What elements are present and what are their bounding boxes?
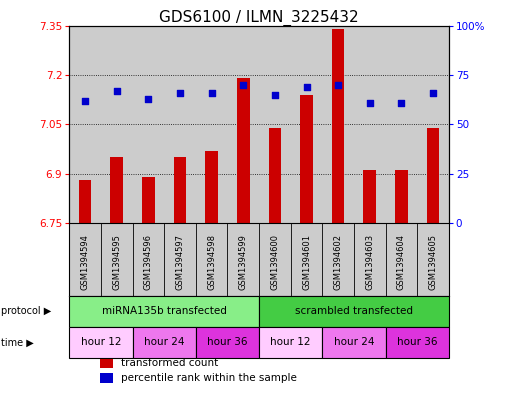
Bar — [300, 95, 313, 223]
Text: GSM1394594: GSM1394594 — [81, 234, 90, 290]
Bar — [386, 223, 417, 296]
Text: percentile rank within the sample: percentile rank within the sample — [121, 373, 297, 383]
Text: GSM1394605: GSM1394605 — [428, 234, 438, 290]
Text: hour 36: hour 36 — [207, 337, 248, 347]
Text: hour 12: hour 12 — [81, 337, 121, 347]
Bar — [196, 26, 227, 223]
Bar — [69, 296, 259, 327]
Text: hour 24: hour 24 — [334, 337, 374, 347]
Text: hour 24: hour 24 — [144, 337, 184, 347]
Bar — [227, 26, 259, 223]
Bar — [196, 223, 227, 296]
Text: GSM1394599: GSM1394599 — [239, 234, 248, 290]
Point — [366, 99, 374, 106]
Text: GSM1394604: GSM1394604 — [397, 234, 406, 290]
Bar — [196, 327, 259, 358]
Point — [113, 88, 121, 94]
Title: GDS6100 / ILMN_3225432: GDS6100 / ILMN_3225432 — [159, 9, 359, 26]
Bar — [395, 170, 408, 223]
Point — [397, 99, 405, 106]
Bar — [101, 223, 132, 296]
Point — [302, 84, 310, 90]
Bar — [259, 296, 449, 327]
Text: GSM1394596: GSM1394596 — [144, 234, 153, 290]
Text: hour 12: hour 12 — [270, 337, 311, 347]
Bar — [69, 223, 101, 296]
Point — [144, 95, 152, 102]
Text: GSM1394602: GSM1394602 — [333, 234, 343, 290]
Point — [176, 90, 184, 96]
Point — [271, 92, 279, 98]
Bar — [354, 26, 386, 223]
Bar — [322, 26, 354, 223]
Bar — [100, 373, 113, 383]
Bar — [132, 223, 164, 296]
Text: GSM1394598: GSM1394598 — [207, 234, 216, 290]
Bar — [417, 26, 449, 223]
Text: miRNA135b transfected: miRNA135b transfected — [102, 306, 227, 316]
Bar — [291, 223, 322, 296]
Bar — [173, 157, 186, 223]
Bar — [164, 223, 196, 296]
Point — [207, 90, 215, 96]
Bar — [101, 26, 132, 223]
Bar — [322, 223, 354, 296]
Bar — [132, 26, 164, 223]
Text: hour 36: hour 36 — [397, 337, 438, 347]
Text: protocol ▶: protocol ▶ — [1, 306, 51, 316]
Bar — [142, 177, 155, 223]
Text: GSM1394597: GSM1394597 — [175, 234, 185, 290]
Bar — [363, 170, 376, 223]
Bar — [332, 29, 344, 223]
Bar — [259, 327, 322, 358]
Bar — [100, 358, 113, 368]
Point — [334, 82, 342, 88]
Bar — [259, 223, 291, 296]
Bar — [164, 26, 196, 223]
Bar — [291, 26, 322, 223]
Bar — [237, 78, 249, 223]
Bar — [132, 327, 196, 358]
Bar — [354, 223, 386, 296]
Bar — [69, 327, 132, 358]
Point — [429, 90, 437, 96]
Bar — [259, 26, 291, 223]
Bar — [227, 223, 259, 296]
Bar — [417, 223, 449, 296]
Text: GSM1394600: GSM1394600 — [270, 234, 280, 290]
Text: transformed count: transformed count — [121, 358, 218, 368]
Bar — [69, 26, 101, 223]
Text: GSM1394601: GSM1394601 — [302, 234, 311, 290]
Text: GSM1394603: GSM1394603 — [365, 234, 374, 290]
Bar — [322, 327, 386, 358]
Bar — [386, 327, 449, 358]
Bar — [79, 180, 91, 223]
Point — [239, 82, 247, 88]
Point — [81, 97, 89, 104]
Text: time ▶: time ▶ — [1, 337, 34, 347]
Text: scrambled transfected: scrambled transfected — [295, 306, 413, 316]
Text: GSM1394595: GSM1394595 — [112, 234, 121, 290]
Bar — [205, 151, 218, 223]
Bar — [110, 157, 123, 223]
Bar — [269, 127, 281, 223]
Bar — [386, 26, 417, 223]
Bar — [427, 127, 439, 223]
